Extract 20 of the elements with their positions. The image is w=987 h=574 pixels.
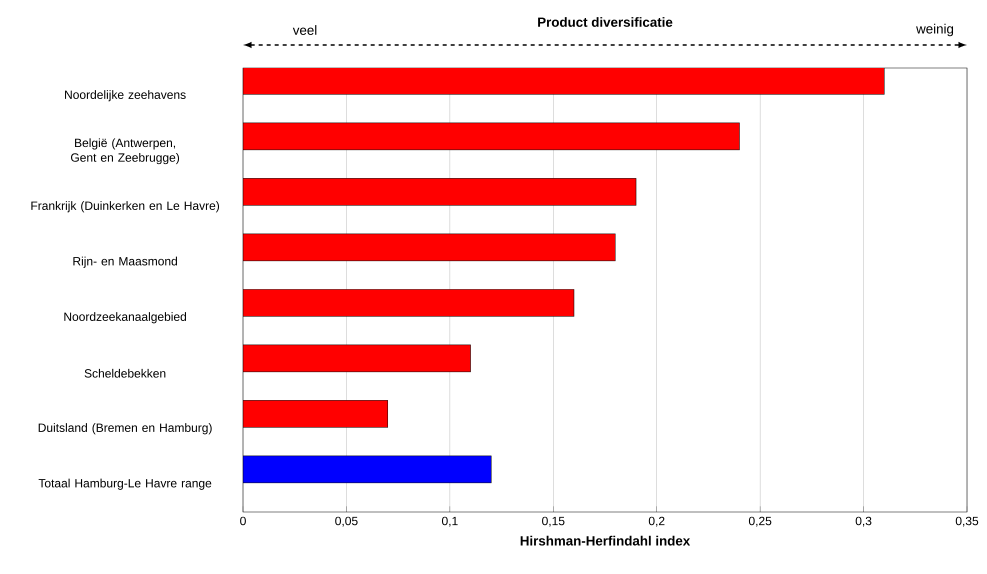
x-tick-label: 0,25 — [748, 516, 772, 527]
text: weinig — [916, 24, 954, 36]
x-tick-label: 0,2 — [648, 516, 664, 527]
chart-title: Product diversificatie — [538, 17, 672, 27]
y-tick-label: Noordzeekanaalgebied — [64, 312, 186, 324]
y-tick-label: Scheldebekken — [84, 368, 166, 378]
x-axis-title: Hirshman-Herfindahl index — [520, 536, 690, 546]
x-tick-label: 0,1 — [442, 516, 458, 527]
y-tick-label: Totaal Hamburg-Le Havre range — [38, 478, 212, 490]
y-tick-label: België (Antwerpen, Gent en Zeebrugge) — [71, 138, 180, 164]
x-tick-label: 0 — [240, 516, 246, 526]
y-tick-label: Noordelijke zeehavens — [65, 90, 186, 102]
y-tick-label: Duitsland (Bremen en Hamburg) — [38, 423, 212, 434]
y-tick-label: Frankrijk (Duinkerken en Le Havre) — [31, 201, 220, 212]
x-tick-label: 0,15 — [542, 516, 564, 527]
x-tick-label: 0,3 — [856, 516, 872, 527]
text: veel — [292, 25, 316, 35]
x-tick-label: 0,05 — [335, 516, 358, 527]
x-tick-label: 0,35 — [956, 516, 978, 527]
y-tick-label: Rijn- en Maasmond — [73, 256, 177, 268]
